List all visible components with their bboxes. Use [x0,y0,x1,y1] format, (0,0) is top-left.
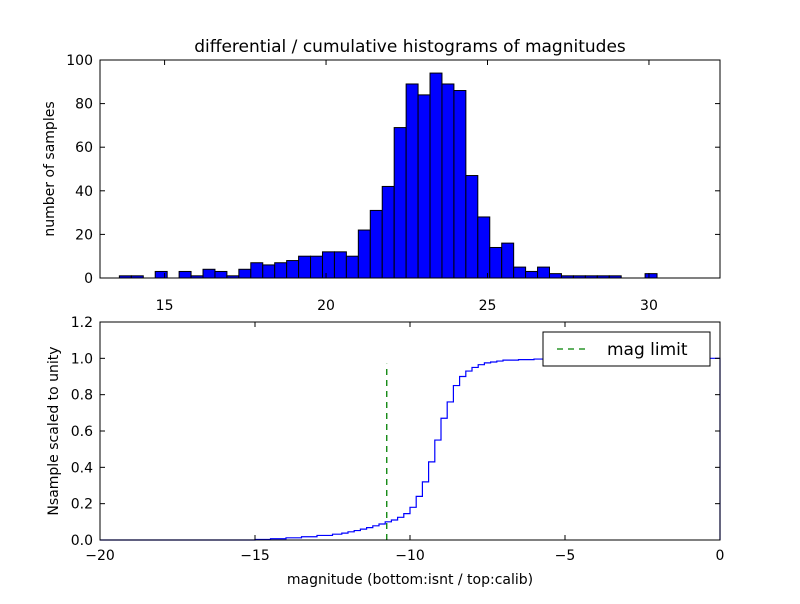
histogram-bar [250,262,264,279]
cumulative-step-line [100,357,721,541]
histogram-y-tick-label: 0 [84,271,93,287]
histogram-bar [202,268,216,279]
legend-label-mag-limit: mag limit [607,340,688,360]
legend: mag limit [542,331,711,367]
histogram-bar [489,246,503,279]
histogram-bar [441,83,455,279]
cumulative-y-tick-label: 1.0 [71,351,93,367]
histogram-bar [477,216,491,279]
histogram-x-tick-label: 30 [640,298,658,314]
cumulative-x-tick-label: −15 [240,548,270,564]
histogram-bar [393,127,407,279]
cumulative-x-axis-label: magnitude (bottom:isnt / top:calib) [287,572,533,588]
cumulative-y-tick-label: 0.8 [71,388,93,404]
cumulative-x-tick-label: 0 [716,548,725,564]
histogram-bar [644,273,658,279]
histogram-frame [99,59,721,279]
histogram-x-tick-label: 25 [479,298,497,314]
histogram-bar [154,270,168,279]
cumulative-y-tick-label: 0.6 [71,424,93,440]
histogram-bar [357,229,371,279]
histogram-bar [537,266,550,279]
histogram-bar [501,242,515,279]
histogram-y-tick-label: 40 [75,184,93,200]
cumulative-y-axis-label: Nsample scaled to unity [46,346,62,515]
histogram-y-tick-label: 100 [66,53,93,69]
histogram-bar [525,270,539,279]
histogram-ticks: 15 20 25 30 0 20 40 60 80 100 [66,53,720,314]
histogram-y-axis-label: number of samples [42,101,58,236]
histogram-bar [549,273,562,279]
histogram-bar [417,94,431,279]
histogram-bar [310,255,323,279]
cumulative-y-tick-label: 1.2 [71,315,93,331]
histogram-bar [286,260,300,279]
histogram-x-tick-label: 20 [317,298,335,314]
histogram-bar [345,255,359,279]
histogram-y-tick-label: 60 [75,140,93,156]
histogram-bar [262,264,276,279]
histogram-bar [513,266,527,279]
histogram-bars [118,72,658,279]
histogram-bar [178,270,192,279]
histogram-bar [381,185,395,279]
histogram-bar [321,251,335,279]
histogram-bar [369,209,383,279]
histogram-x-tick-label: 15 [156,298,174,314]
cumulative-lines [100,357,721,541]
cumulative-y-tick-label: 0.2 [71,497,93,513]
chart-title: differential / cumulative histograms of … [194,37,626,57]
histogram-y-tick-label: 80 [75,97,93,113]
cumulative-x-tick-label: −5 [555,548,576,564]
histogram-bar [238,268,252,279]
cumulative-frame [99,321,721,541]
cumulative-y-tick-label: 0.4 [71,460,93,476]
histogram-bar [274,262,288,279]
cumulative-x-tick-label: −10 [395,548,425,564]
histogram-bar [405,83,419,279]
cumulative-ticks: −20 −15 −10 −5 0 0.0 0.2 0.4 0.6 0.8 1.0 1.2 [71,315,725,564]
histogram-bar [429,72,443,279]
histogram-panel: differential / cumulative histograms of … [42,37,721,314]
histogram-bar [453,90,467,279]
cumulative-y-tick-label: 0.0 [71,533,93,549]
cumulative-panel: −20 −15 −10 −5 0 0.0 0.2 0.4 0.6 0.8 1.0 1.2 magnit… [46,315,724,588]
histogram-bar [298,255,312,279]
histogram-bar [214,270,228,279]
histogram-bar [333,251,347,279]
legend-box [542,331,711,367]
histogram-bar [465,175,479,279]
histogram-y-tick-label: 20 [75,227,93,243]
cumulative-x-tick-label: −20 [85,548,115,564]
